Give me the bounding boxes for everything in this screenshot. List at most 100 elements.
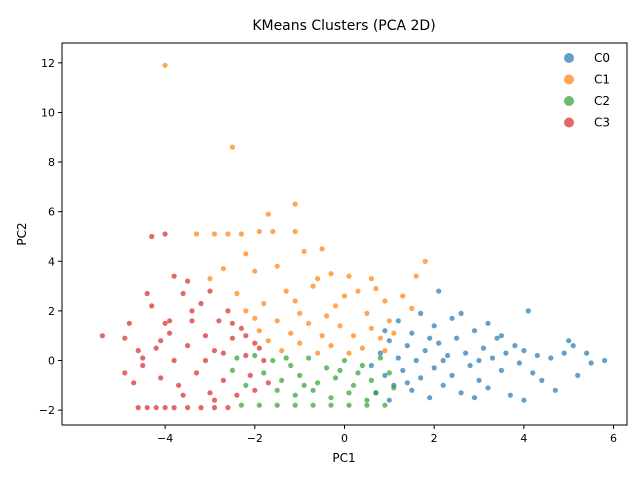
- data-point-c1: [319, 246, 325, 252]
- data-point-c3: [207, 288, 213, 294]
- data-point-c1: [279, 348, 285, 354]
- data-point-c2: [274, 387, 280, 393]
- data-point-c1: [234, 290, 240, 297]
- data-point-c1: [292, 298, 298, 304]
- data-point-c3: [135, 348, 141, 354]
- y-axis-ticks: −2 0 2 4 6 8 10 12: [39, 57, 62, 417]
- data-point-c2: [315, 380, 321, 386]
- data-point-c1: [261, 300, 267, 307]
- data-point-c1: [229, 144, 235, 150]
- data-point-c2: [355, 370, 361, 376]
- data-point-c0: [458, 390, 464, 396]
- data-point-c2: [306, 355, 312, 361]
- data-point-c0: [418, 310, 424, 316]
- data-point-c3: [198, 405, 204, 411]
- data-point-c1: [162, 62, 168, 68]
- y-tick-label: 0: [48, 355, 55, 368]
- data-point-c3: [158, 338, 164, 344]
- data-point-c3: [185, 278, 191, 284]
- data-point-c3: [149, 303, 155, 309]
- data-point-c0: [480, 345, 487, 351]
- data-point-c1: [256, 328, 262, 334]
- data-point-c2: [256, 402, 262, 408]
- data-point-c3: [216, 318, 222, 324]
- data-point-c1: [238, 231, 244, 237]
- data-point-c3: [140, 362, 146, 369]
- legend-label-c2: C2: [594, 94, 610, 108]
- data-point-c3: [171, 405, 177, 411]
- data-point-c1: [355, 288, 361, 294]
- data-point-c2: [274, 402, 280, 408]
- data-point-c0: [400, 367, 406, 373]
- data-point-c0: [458, 310, 464, 316]
- data-point-c3: [131, 380, 137, 386]
- data-point-c0: [409, 330, 415, 336]
- data-point-c1: [368, 325, 374, 331]
- data-point-c3: [225, 308, 231, 314]
- data-point-c1: [243, 251, 249, 257]
- x-tick-label: 0: [341, 432, 348, 445]
- data-point-c1: [422, 258, 428, 264]
- data-point-c3: [185, 343, 191, 349]
- data-point-c3: [211, 397, 218, 403]
- data-point-c1: [382, 348, 388, 354]
- data-point-c0: [494, 335, 500, 341]
- legend-label-c3: C3: [594, 116, 610, 130]
- data-point-c0: [485, 320, 491, 326]
- data-point-c0: [539, 377, 545, 383]
- data-point-c3: [229, 335, 235, 341]
- data-point-c1: [270, 228, 276, 235]
- data-point-c1: [265, 338, 271, 344]
- data-point-c1: [409, 305, 415, 311]
- data-point-c2: [229, 367, 235, 373]
- data-point-c3: [229, 320, 235, 326]
- x-tick-label: 6: [610, 432, 617, 445]
- data-point-c0: [449, 372, 455, 378]
- data-point-c1: [252, 268, 258, 274]
- data-point-c3: [144, 405, 150, 411]
- data-point-c1: [193, 231, 200, 237]
- data-point-c3: [220, 350, 226, 356]
- data-point-c0: [382, 328, 388, 334]
- data-point-c3: [171, 357, 177, 364]
- data-point-c2: [364, 397, 370, 403]
- data-point-c0: [489, 355, 496, 361]
- data-point-c0: [584, 350, 590, 356]
- data-point-c2: [382, 402, 388, 408]
- data-point-c0: [422, 348, 428, 354]
- data-point-c1: [297, 340, 303, 346]
- data-point-c3: [261, 357, 267, 364]
- data-point-c0: [427, 335, 433, 341]
- data-point-c2: [341, 357, 348, 364]
- data-point-c0: [368, 362, 374, 369]
- data-point-c0: [436, 288, 442, 294]
- data-point-c0: [534, 352, 540, 359]
- data-point-c3: [234, 392, 240, 398]
- data-point-c0: [575, 372, 581, 378]
- data-point-c2: [368, 377, 374, 383]
- data-point-c1: [328, 343, 334, 349]
- data-point-c2: [350, 382, 357, 388]
- x-tick-label: −4: [157, 432, 173, 445]
- data-point-c1: [368, 276, 374, 282]
- data-point-c0: [512, 343, 518, 349]
- data-point-c0: [485, 385, 491, 391]
- y-tick-label: 4: [48, 255, 55, 268]
- data-point-c1: [332, 303, 339, 309]
- data-point-c3: [135, 405, 141, 411]
- data-point-c1: [252, 315, 258, 321]
- data-point-c0: [440, 382, 446, 388]
- data-point-c2: [359, 362, 365, 369]
- data-point-c3: [202, 357, 209, 364]
- data-point-c2: [234, 355, 240, 361]
- data-point-c0: [507, 392, 513, 398]
- data-point-c1: [391, 330, 397, 336]
- legend-marker-c3: [564, 117, 574, 128]
- data-point-c0: [377, 350, 383, 356]
- y-tick-label: 10: [41, 106, 55, 119]
- data-point-c3: [158, 375, 164, 381]
- data-point-c3: [180, 290, 186, 297]
- data-point-c0: [463, 350, 469, 356]
- x-tick-label: 4: [520, 432, 527, 445]
- data-point-c1: [400, 293, 406, 299]
